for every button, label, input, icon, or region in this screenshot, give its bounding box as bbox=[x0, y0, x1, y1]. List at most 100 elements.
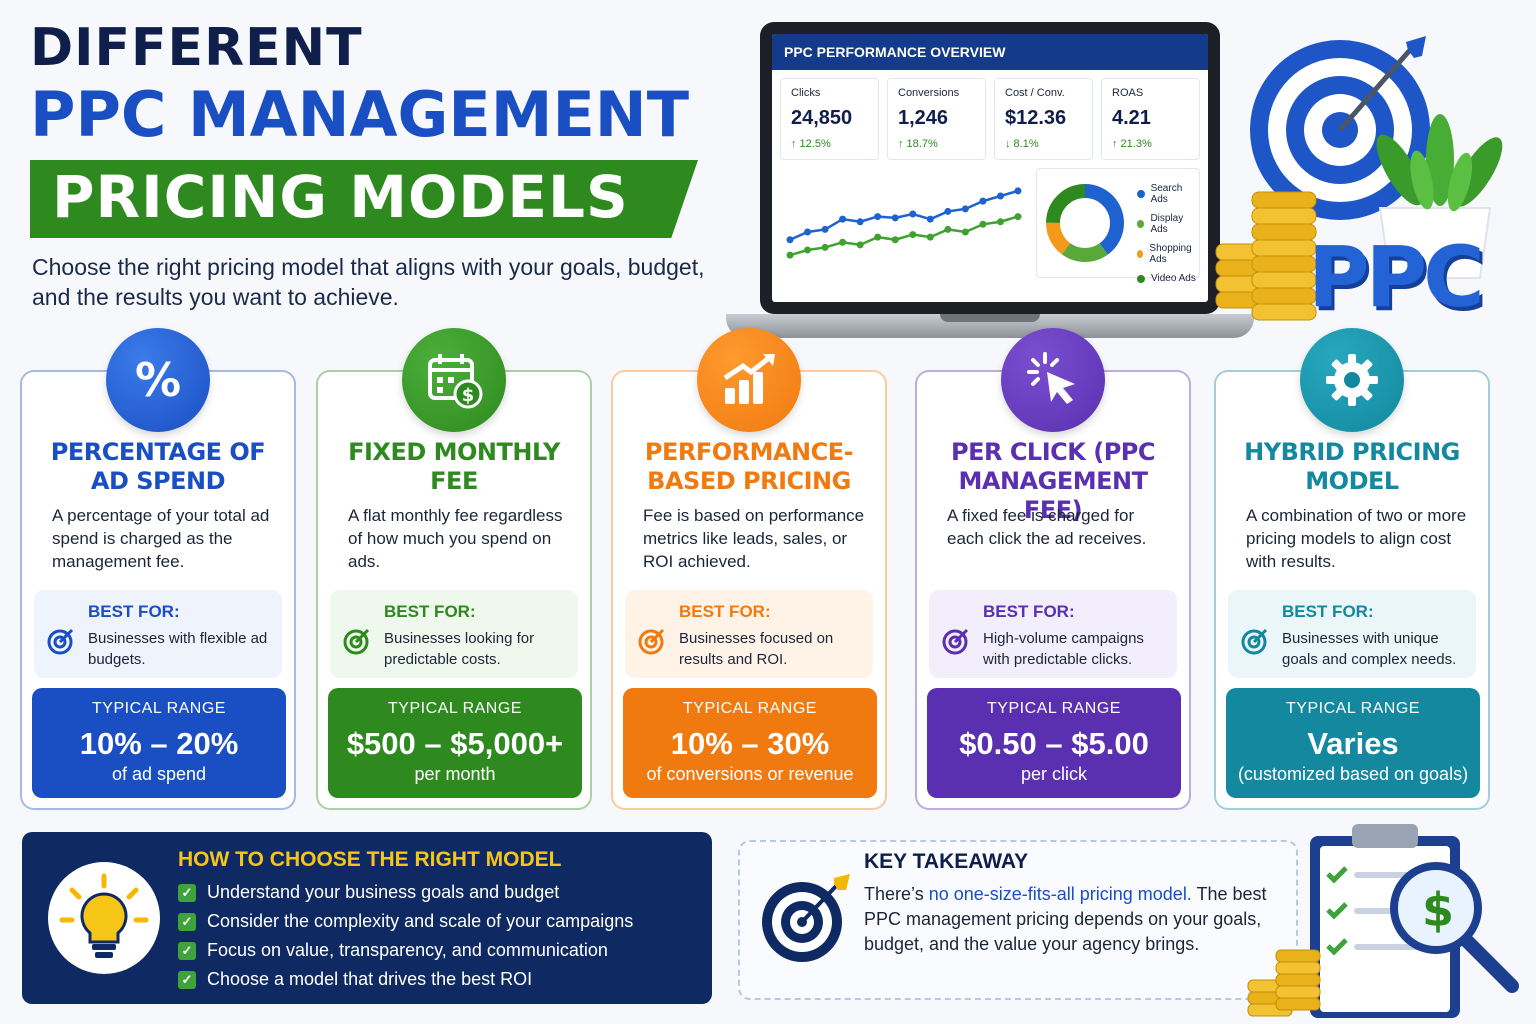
kpi-value: 1,246 bbox=[898, 107, 949, 129]
dashboard-charts: Search Ads Display Ads Shopping Ads bbox=[772, 160, 1208, 286]
donut-chart bbox=[1046, 184, 1124, 262]
coin-stack-icon bbox=[1215, 191, 1317, 321]
best-for-label: BEST FOR: bbox=[983, 602, 1075, 621]
growth-chart-icon bbox=[697, 328, 801, 432]
donut-slice bbox=[1046, 184, 1124, 262]
best-for-text: Businesses with flexible ad budgets. bbox=[88, 630, 268, 668]
takeaway-highlight: no one-size-fits-all pricing model. bbox=[928, 884, 1192, 904]
legend-label: Display Ads bbox=[1150, 213, 1184, 235]
target-icon bbox=[1241, 628, 1268, 655]
legend-dot bbox=[1137, 220, 1145, 228]
kpi-delta: ↑ 12.5% bbox=[791, 138, 831, 150]
line-point bbox=[909, 231, 917, 239]
kpi-card-conversions: Conversions 1,246 ↑ 18.7% bbox=[887, 78, 986, 160]
line-point bbox=[1014, 187, 1022, 195]
gear-icon bbox=[1300, 328, 1404, 432]
target-icon bbox=[638, 628, 665, 655]
key-takeaway-text: There’s no one-size-fits-all pricing mod… bbox=[864, 882, 1284, 957]
list-item: ✓ Understand your business goals and budg… bbox=[178, 878, 633, 907]
takeaway-rest: The best PPC management pricing depends … bbox=[864, 884, 1267, 954]
typical-range-box: TYPICAL RANGE $0.50 – $5.00 per click bbox=[927, 688, 1181, 798]
typical-range-value: $500 – $5,000+ bbox=[346, 726, 564, 761]
potted-plant-icon bbox=[1376, 114, 1503, 279]
checkmark-icon: ✓ bbox=[178, 970, 196, 989]
line-point bbox=[891, 214, 899, 222]
line-point bbox=[874, 213, 882, 221]
line-point bbox=[961, 205, 969, 213]
line-point bbox=[804, 228, 812, 236]
card-title: PERFORMANCE-BASED PRICING bbox=[644, 438, 854, 495]
line-point bbox=[909, 210, 917, 218]
legend-dot bbox=[1137, 250, 1144, 258]
best-for-label: BEST FOR: bbox=[679, 602, 771, 621]
typical-range-label: TYPICAL RANGE bbox=[987, 700, 1121, 717]
typical-range-sub: of conversions or revenue bbox=[646, 764, 854, 784]
line-point bbox=[961, 228, 969, 236]
line-point bbox=[786, 236, 794, 244]
line-point bbox=[874, 233, 882, 241]
checkmark-icon: ✓ bbox=[178, 912, 196, 931]
legend-item: Shopping Ads bbox=[1137, 243, 1199, 265]
how-to-choose-title: HOW TO CHOOSE THE RIGHT MODEL bbox=[178, 848, 562, 871]
kpi-delta: ↑ 18.7% bbox=[898, 138, 938, 150]
kpi-value: 4.21 bbox=[1112, 107, 1151, 129]
best-for-label: BEST FOR: bbox=[88, 602, 180, 621]
percent-icon: % bbox=[106, 328, 210, 432]
target-icon bbox=[942, 628, 969, 655]
calendar-dollar-icon: $ bbox=[402, 328, 506, 432]
typical-range-label: TYPICAL RANGE bbox=[388, 700, 522, 717]
legend-dot bbox=[1137, 190, 1145, 198]
typical-range-box: TYPICAL RANGE 10% – 20% of ad spend bbox=[32, 688, 286, 798]
kpi-card-cost-per-conversion: Cost / Conv. $12.36 ↓ 8.1% bbox=[994, 78, 1093, 160]
pricing-card: PERFORMANCE-BASED PRICING Fee is based o… bbox=[611, 370, 887, 810]
card-description: A combination of two or more pricing mod… bbox=[1246, 506, 1467, 571]
line-point bbox=[821, 225, 829, 233]
typical-range-sub: of ad spend bbox=[111, 764, 207, 784]
typical-range-label: TYPICAL RANGE bbox=[1286, 700, 1420, 717]
pricing-card: PER CLICK (PPC MANAGEMENT FEE) A fixed f… bbox=[915, 370, 1191, 810]
typical-range-box: TYPICAL RANGE Varies (customized based o… bbox=[1226, 688, 1480, 798]
title-banner: PRICING MODELS bbox=[30, 160, 698, 238]
line-point bbox=[979, 197, 987, 205]
ppc-3d-letters: PPC bbox=[1308, 228, 1485, 326]
kpi-delta: ↑ 21.3% bbox=[1112, 138, 1152, 150]
line-point bbox=[786, 251, 794, 259]
best-for-text: Businesses with unique goals and complex… bbox=[1282, 630, 1457, 668]
line-point bbox=[891, 236, 899, 244]
kpi-card-roas: ROAS 4.21 ↑ 21.3% bbox=[1101, 78, 1200, 160]
cursor-click-icon bbox=[1001, 328, 1105, 432]
title-line-1: DIFFERENT bbox=[30, 18, 363, 78]
legend-label: Video Ads bbox=[1151, 273, 1196, 284]
dashboard-title: PPC PERFORMANCE OVERVIEW bbox=[772, 34, 1208, 70]
line-point bbox=[839, 238, 847, 246]
legend-item: Display Ads bbox=[1137, 213, 1199, 235]
line-point bbox=[821, 243, 829, 251]
how-to-choose-list: ✓ Understand your business goals and budg… bbox=[178, 878, 633, 994]
line-point bbox=[944, 225, 952, 233]
card-description: A flat monthly fee regardless of how muc… bbox=[348, 506, 563, 571]
target-icon bbox=[47, 628, 74, 655]
card-title: PER CLICK (PPC MANAGEMENT FEE) bbox=[951, 438, 1155, 524]
typical-range-value: Varies bbox=[1307, 726, 1399, 761]
dashboard: PPC PERFORMANCE OVERVIEW Clicks 24,850 ↑… bbox=[772, 34, 1208, 302]
list-item: ✓ Choose a model that drives the best ROI bbox=[178, 965, 633, 994]
line-point bbox=[926, 215, 934, 223]
subtitle: Choose the right pricing model that alig… bbox=[32, 254, 705, 310]
coin-stack-icon bbox=[1247, 949, 1321, 1017]
list-item-text: Focus on value, transparency, and commun… bbox=[207, 940, 608, 960]
laptop-screen: PPC PERFORMANCE OVERVIEW Clicks 24,850 ↑… bbox=[760, 22, 1220, 314]
best-for-box: BEST FOR: Businesses with unique goals a… bbox=[1228, 590, 1476, 678]
takeaway-prefix: There’s bbox=[864, 884, 929, 904]
card-description: Fee is based on performance metrics like… bbox=[643, 506, 865, 571]
legend-label: Search Ads bbox=[1150, 183, 1183, 205]
typical-range-sub: per click bbox=[1020, 764, 1087, 784]
svg-text:$: $ bbox=[462, 385, 475, 406]
key-takeaway-panel: KEY TAKEAWAY There’s no one-size-fits-al… bbox=[738, 840, 1298, 1000]
typical-range-sub: per month bbox=[414, 764, 496, 784]
how-to-choose-panel: HOW TO CHOOSE THE RIGHT MODEL ✓ Understan… bbox=[22, 832, 712, 1004]
target-icon bbox=[343, 628, 370, 655]
best-for-label: BEST FOR: bbox=[384, 602, 476, 621]
donut-chart-card: Search Ads Display Ads Shopping Ads bbox=[1036, 168, 1200, 284]
list-item-text: Understand your business goals and budge… bbox=[207, 882, 560, 902]
